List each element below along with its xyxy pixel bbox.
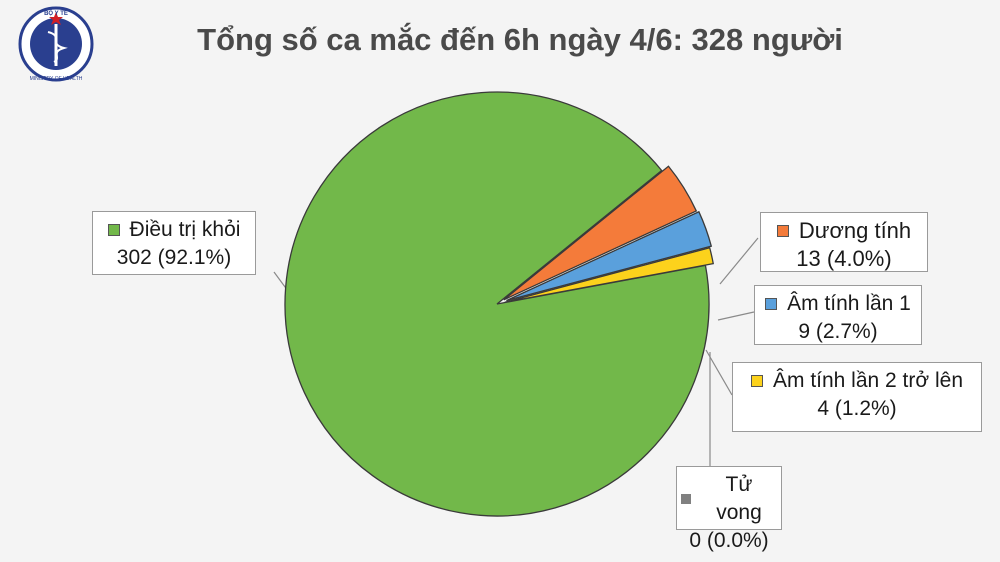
legend-swatch-green-icon [107, 224, 120, 236]
legend-swatch-orange-icon [776, 225, 789, 237]
label-value: 9 (2.7%) [798, 320, 878, 343]
legend-swatch-blue-icon [765, 298, 778, 310]
data-label-dieu-tri-khoi: Điều trị khỏi 302 (92.1%) [92, 211, 256, 275]
logo-serpent-icon [47, 31, 68, 63]
leader-line-1 [719, 237, 759, 285]
data-label-am-tinh-lan-2-tro-len: Âm tính lần 2 trở lên 4 (1.2%) [732, 362, 982, 432]
label-value: 0 (0.0%) [689, 529, 769, 552]
logo-text-bottom: MINISTRY OF HEALTH [30, 76, 83, 82]
logo-star-icon [49, 12, 63, 25]
data-label-am-tinh-lan-1: Âm tính lần 1 9 (2.7%) [754, 285, 922, 345]
label-name: Tử vong [716, 473, 762, 524]
label-name: Âm tính lần 1 [787, 292, 911, 315]
pie-slices [284, 91, 715, 517]
logo-text-top: BỘ Y TẾ [44, 9, 68, 17]
chart-title: Tổng số ca mắc đến 6h ngày 4/6: 328 ngườ… [197, 22, 843, 57]
data-label-duong-tinh: Dương tính 13 (4.0%) [760, 212, 928, 272]
label-value: 302 (92.1%) [116, 246, 232, 269]
legend-swatch-yellow-icon [750, 375, 763, 387]
legend-swatch-gray-icon [681, 494, 691, 504]
pie-slice-2 [506, 210, 713, 302]
label-value: 4 (1.2%) [817, 397, 897, 420]
ministry-of-health-logo: BỘ Y TẾ MINISTRY OF HEALTH [18, 6, 94, 82]
label-name: Dương tính [798, 218, 912, 243]
label-value: 13 (4.0%) [796, 246, 892, 271]
data-label-tu-vong: Tử vong 0 (0.0%) [676, 466, 782, 552]
leader-line-2 [717, 311, 755, 321]
label-name: Điều trị khỏi [129, 218, 241, 241]
label-name: Âm tính lần 2 trở lên [772, 369, 964, 392]
pie-slice-3 [504, 246, 715, 303]
pie-slice-0 [284, 91, 710, 517]
pie-slice-1 [503, 165, 698, 301]
